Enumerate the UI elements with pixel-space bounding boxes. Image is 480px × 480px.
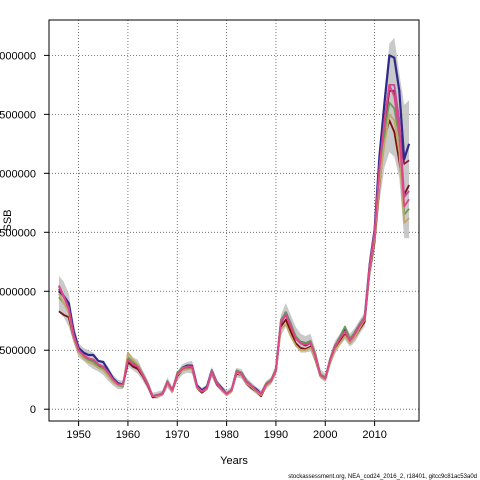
x-tick-label: 2010 [362, 429, 386, 441]
series-line-7 [58, 84, 410, 398]
y-tick-label: 2500000 [0, 109, 36, 121]
y-tick-label: 0 [30, 404, 36, 416]
x-tick-label: 1990 [264, 429, 288, 441]
x-tick-label: 1980 [214, 429, 238, 441]
x-tick-label: 1960 [116, 429, 140, 441]
y-tick-label: 2000000 [0, 168, 36, 180]
x-axis-title: Years [220, 455, 248, 467]
y-tick-label: 3000000 [0, 50, 36, 62]
source-credit: stockassessment.org, NEA_cod24_2016_2, r… [288, 474, 477, 480]
y-tick-label: 1000000 [0, 286, 36, 298]
axes: 1950 1960 1970 1980 1990 2000 2010 0 500000 10000… [0, 50, 387, 441]
y-tick-label: 1500000 [0, 227, 36, 239]
y-axis-title: SSB [2, 209, 14, 231]
x-tick-label: 1950 [66, 429, 90, 441]
x-tick-label: 1970 [165, 429, 189, 441]
plot-frame [48, 19, 420, 422]
y-tick-label: 500000 [0, 345, 36, 357]
x-tick-label: 2000 [313, 429, 337, 441]
series-lines [58, 54, 411, 399]
grid [49, 20, 419, 421]
